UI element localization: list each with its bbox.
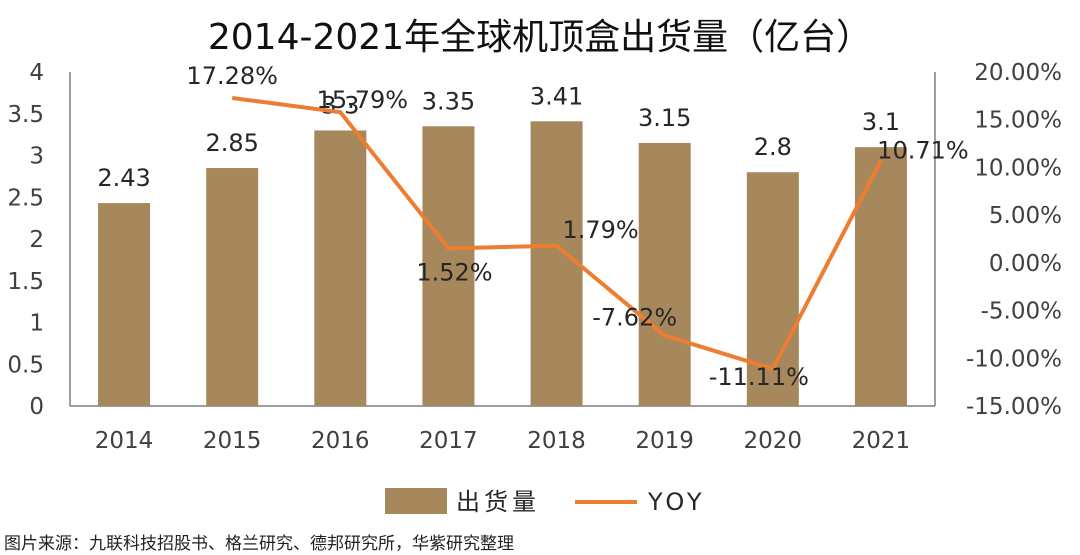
bar-value-label: 3.41 — [530, 82, 583, 110]
yoy-value-label: -7.62% — [592, 304, 677, 332]
left-tick-label: 3 — [29, 144, 44, 170]
bar-value-label: 2.43 — [97, 164, 150, 192]
left-axis-ticks: 0 0.5 1 1.5 2 2.5 3 3.5 4 — [7, 60, 44, 420]
yoy-value-label: 10.71% — [877, 137, 969, 165]
bar-value-label: 2.8 — [754, 133, 792, 161]
left-tick-label: 1 — [29, 311, 44, 337]
bar — [422, 126, 475, 407]
right-tick-label: -5.00% — [981, 299, 1062, 325]
yoy-value-label: 1.52% — [416, 258, 492, 286]
yoy-value-labels: 17.28% 15.79% 1.52% 1.79% -7.62% -11.11% 10.71… — [186, 62, 968, 391]
legend-swatch-bar — [385, 488, 447, 514]
x-tick-label: 2018 — [527, 428, 586, 454]
legend-label-line: YOY — [647, 488, 706, 516]
x-tick-label: 2019 — [635, 428, 694, 454]
bar — [530, 121, 583, 406]
x-tick-label: 2021 — [852, 428, 911, 454]
bar — [854, 147, 907, 406]
x-tick-label: 2020 — [744, 428, 803, 454]
x-axis-ticks: 2014 2015 2016 2017 2018 2019 2020 2021 — [95, 428, 910, 454]
yoy-value-label: 15.79% — [317, 86, 409, 114]
x-tick-label: 2014 — [95, 428, 154, 454]
yoy-value-label: 1.79% — [562, 216, 638, 244]
right-axis-ticks: -15.00% -10.00% -5.00% 0.00% 5.00% 10.00% 15.0… — [966, 60, 1062, 420]
left-tick-label: 2.5 — [7, 185, 44, 211]
right-tick-label: 15.00% — [974, 108, 1062, 134]
legend-label-bar: 出货量 — [456, 488, 540, 516]
bar-value-label: 3.1 — [862, 108, 900, 136]
right-tick-label: 20.00% — [974, 60, 1062, 86]
left-tick-label: 0.5 — [7, 352, 44, 378]
left-tick-label: 2 — [29, 227, 44, 253]
right-tick-label: 10.00% — [974, 155, 1062, 181]
right-tick-label: 5.00% — [989, 203, 1062, 229]
x-tick-label: 2017 — [419, 428, 478, 454]
bar-value-label: 3.35 — [422, 87, 475, 115]
bar — [98, 203, 151, 406]
x-tick-label: 2016 — [311, 428, 370, 454]
chart-title: 2014-2021年全球机顶盒出货量（亿台） — [207, 17, 873, 58]
x-tick-label: 2015 — [203, 428, 262, 454]
left-tick-label: 3.5 — [7, 102, 44, 128]
right-tick-label: 0.00% — [989, 251, 1062, 277]
left-tick-label: 4 — [29, 60, 44, 86]
left-tick-label: 1.5 — [7, 269, 44, 295]
source-note: 图片来源：九联科技招股书、格兰研究、德邦研究所，华紫研究整理 — [4, 534, 514, 554]
bar-series — [98, 121, 907, 407]
yoy-line — [231, 95, 883, 371]
yoy-value-label: 17.28% — [186, 62, 278, 90]
right-tick-label: -15.00% — [966, 394, 1062, 420]
yoy-line-series — [231, 95, 883, 371]
yoy-value-label: -11.11% — [709, 363, 809, 391]
bar — [638, 142, 691, 406]
bar-value-label: 3.15 — [638, 104, 691, 132]
right-tick-label: -10.00% — [966, 346, 1062, 372]
left-tick-label: 0 — [29, 394, 44, 420]
bar-value-label: 2.85 — [205, 129, 258, 157]
bar — [314, 130, 367, 406]
legend: 出货量 YOY — [385, 488, 706, 516]
bar — [206, 168, 259, 406]
